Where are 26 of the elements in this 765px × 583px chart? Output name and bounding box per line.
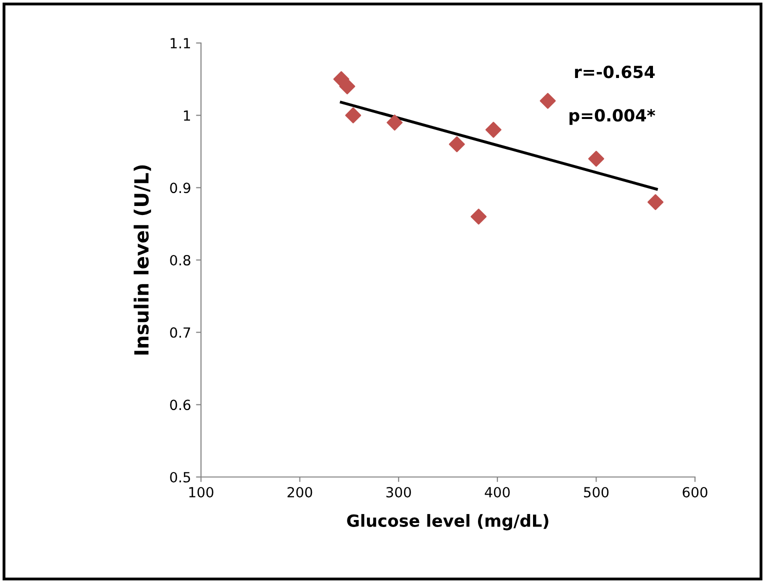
point xyxy=(470,208,487,225)
y-tick-label: 1.1 xyxy=(170,38,190,48)
point xyxy=(485,122,502,138)
y-tick-label: 0.7 xyxy=(170,327,190,338)
annotation: r=-0.654 xyxy=(575,66,655,78)
point xyxy=(386,114,403,131)
y-tick-label: 0.9 xyxy=(170,182,190,194)
x-tick-label: 100 xyxy=(189,486,214,498)
y-tick-label: 0.6 xyxy=(170,400,190,410)
y-axis-title: Insulin level (U/L) xyxy=(134,165,152,355)
x-tick-label: 200 xyxy=(288,486,312,498)
point xyxy=(540,92,556,109)
x-axis-title: Glucose level (mg/dL) xyxy=(347,514,548,530)
point xyxy=(448,136,465,152)
y-tick-label: 0.8 xyxy=(170,254,190,266)
x-tick-label: 400 xyxy=(484,486,510,498)
point xyxy=(345,107,362,124)
point xyxy=(588,150,604,167)
x-tick-label: 500 xyxy=(584,486,609,498)
annotation: p=0.004* xyxy=(570,109,656,125)
y-tick-label: 1 xyxy=(184,110,190,121)
x-tick-label: 600 xyxy=(682,486,708,498)
y-tick-label: 0.5 xyxy=(170,472,190,482)
x-tick-label: 300 xyxy=(386,486,411,498)
point xyxy=(339,78,356,94)
point xyxy=(648,194,664,210)
